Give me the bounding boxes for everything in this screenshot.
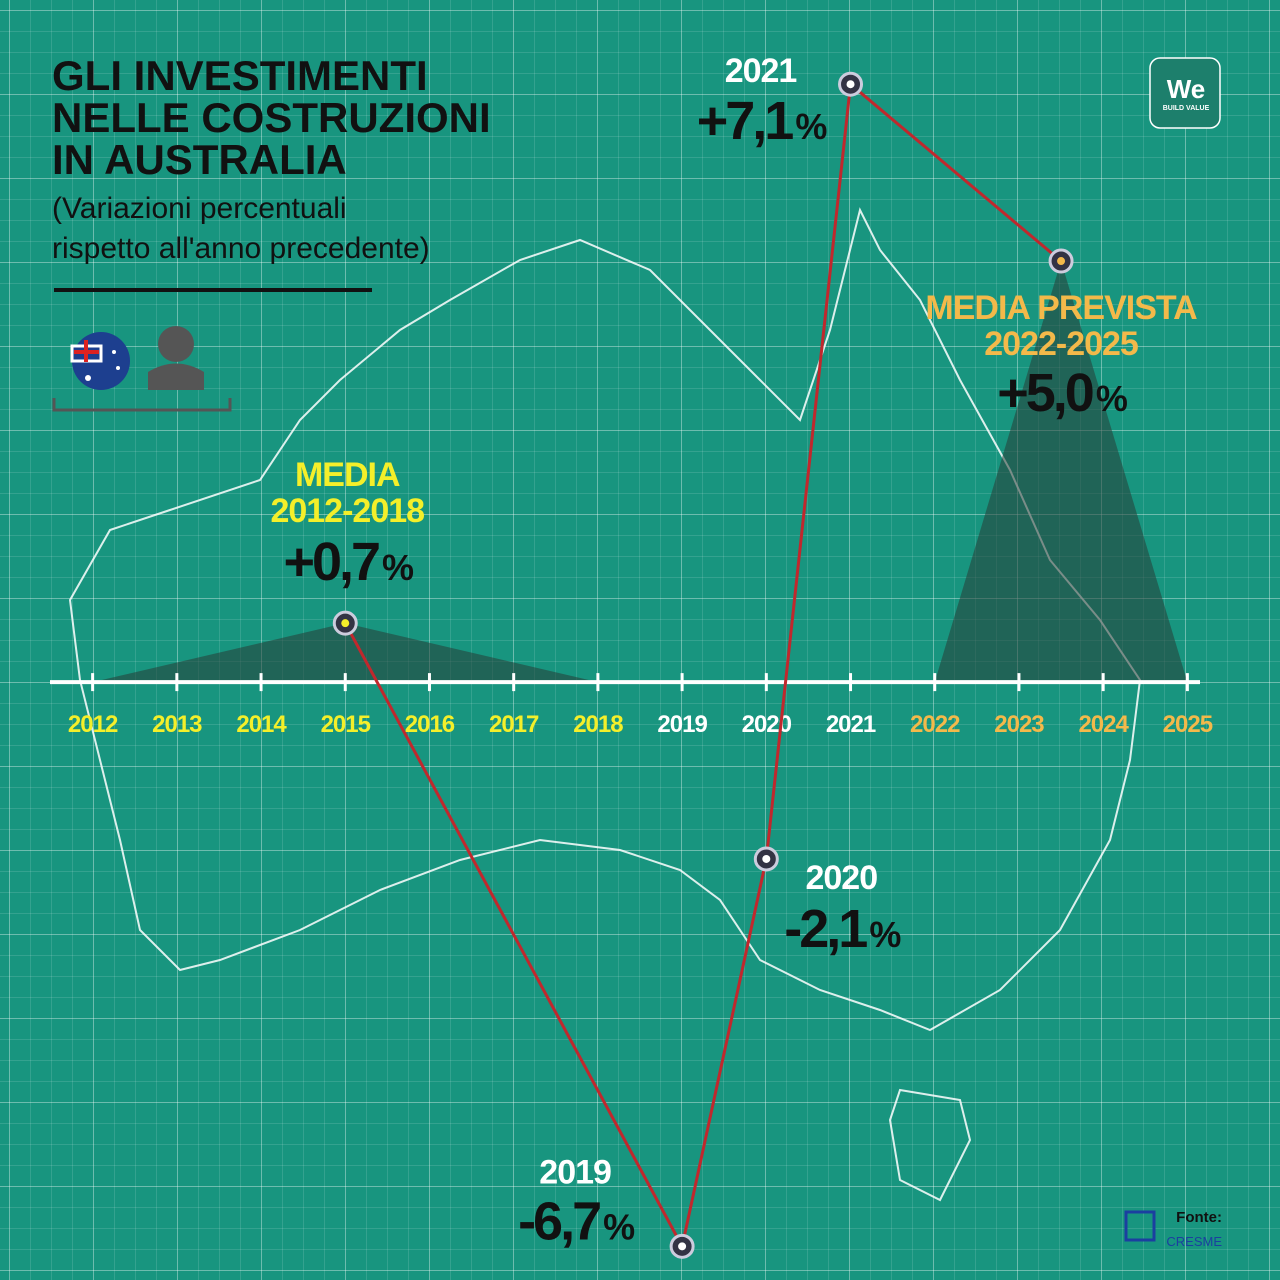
logo-box: [1149, 57, 1221, 129]
value-label: +5,0%: [997, 363, 1128, 423]
point-dot: [678, 1242, 687, 1251]
x-tick-label: 2018: [573, 711, 623, 738]
source-icon: [1124, 1210, 1156, 1242]
x-tick-label: 2024: [1078, 711, 1129, 738]
x-tick-label: 2013: [152, 711, 202, 738]
point-title: 2012-2018: [270, 492, 424, 530]
title-line: NELLE COSTRUZIONI: [52, 94, 491, 141]
x-tick-label: 2025: [1163, 711, 1213, 738]
x-tick-label: 2021: [826, 711, 876, 738]
x-tick-label: 2023: [994, 711, 1044, 738]
x-tick-label: 2019: [657, 711, 707, 738]
value-label: +0,7%: [283, 532, 414, 592]
title-line: GLI INVESTIMENTI: [52, 52, 428, 99]
map-outline: [68, 207, 1142, 1202]
point-title: MEDIA: [295, 456, 400, 494]
subtitle-line: rispetto all'anno precedente): [52, 232, 430, 265]
source-name: CRESME: [1166, 1234, 1222, 1249]
x-tick-label: 2012: [68, 711, 118, 738]
logo-subtext: BUILD VALUE: [1163, 105, 1210, 112]
point-dot: [846, 80, 855, 89]
point-title: 2019: [539, 1153, 611, 1191]
average-area: [92, 623, 598, 683]
x-tick-label: 2015: [321, 711, 371, 738]
point-title: MEDIA PREVISTA: [925, 289, 1197, 327]
title-line: IN AUSTRALIA: [52, 136, 347, 183]
x-tick-label: 2014: [236, 711, 287, 738]
x-tick-label: 2020: [742, 711, 792, 738]
point-title: 2021: [725, 52, 797, 90]
x-tick-label: 2016: [405, 711, 455, 738]
value-label: +7,1%: [697, 91, 828, 151]
point-dot: [762, 854, 771, 863]
point-title: 2020: [805, 859, 877, 897]
x-tick-label: 2022: [910, 711, 960, 738]
point-dot: [341, 619, 350, 628]
point-title: 2022-2025: [984, 325, 1138, 363]
icons: [52, 326, 232, 412]
logo-text: We: [1167, 74, 1206, 104]
point-dot: [1057, 257, 1066, 266]
x-tick-label: 2017: [489, 711, 539, 738]
value-label: -2,1%: [784, 899, 901, 959]
value-label: -6,7%: [518, 1191, 635, 1251]
subtitle-line: (Variazioni percentuali: [52, 192, 347, 225]
average-area: [934, 261, 1188, 683]
source-label: Fonte:: [1176, 1209, 1222, 1226]
